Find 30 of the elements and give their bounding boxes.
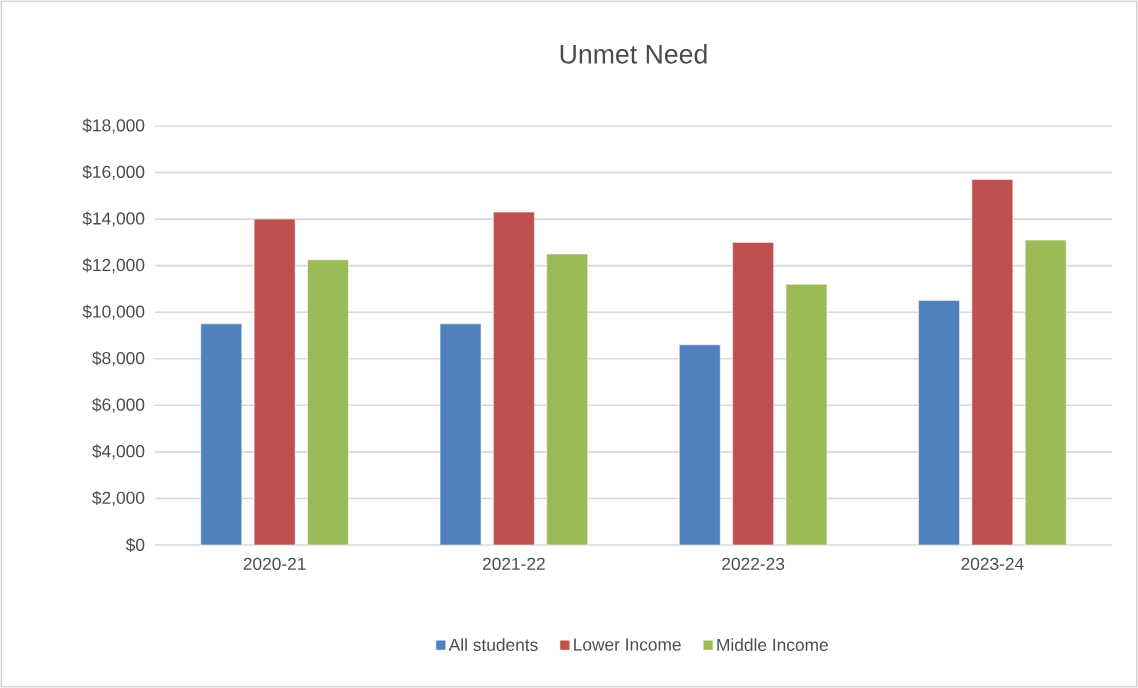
bar [253,218,296,546]
x-tick-label: 2021-22 [482,557,545,570]
bar [1024,239,1067,546]
bar [679,344,721,546]
y-tick-label: $8,000 [92,351,145,367]
bar [307,259,349,546]
x-tick-label: 2023-24 [961,557,1024,570]
legend-label: All students [448,638,538,651]
legend-label: Middle Income [717,638,828,651]
y-tick-label: $10,000 [82,304,145,320]
x-tick-label: 2022-23 [722,557,785,570]
bar [200,323,243,546]
y-tick-label: $2,000 [92,490,145,506]
bar [918,300,960,546]
bar [971,179,1014,546]
y-tick-label: $6,000 [92,397,145,413]
y-tick-label: $16,000 [82,165,145,181]
bar [785,284,828,546]
y-tick-label: $18,000 [82,118,145,134]
chart-title: Unmet Need [560,44,707,64]
bar [439,323,482,546]
y-tick-label: $4,000 [92,444,145,460]
y-tick-label: $14,000 [82,211,145,227]
legend-label: Lower Income [574,638,681,651]
bar [546,253,588,546]
y-tick-label: $0 [125,537,145,552]
x-tick-label: 2020-21 [243,557,306,570]
bar [732,242,774,546]
bar [493,211,535,546]
y-tick-label: $12,000 [82,258,145,274]
